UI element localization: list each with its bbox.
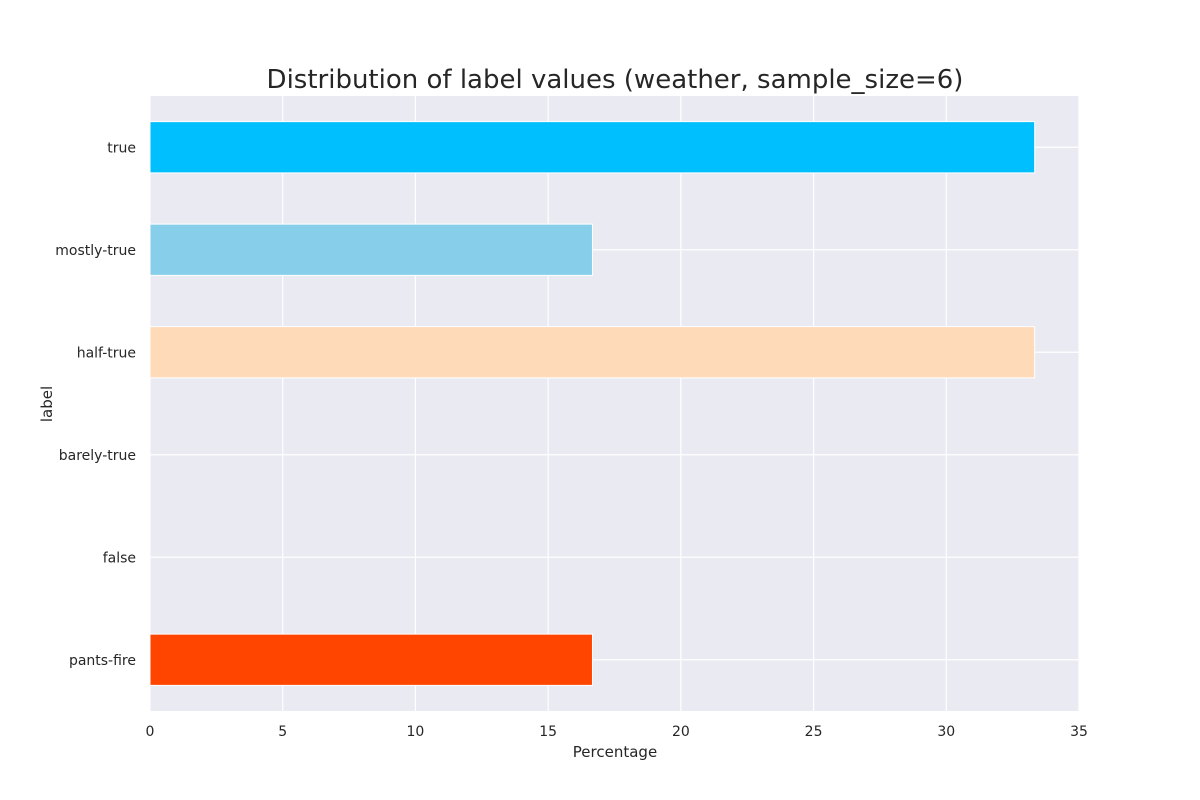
y-tick-labels: true mostly-true half-true barely-true false… — [55, 140, 136, 669]
x-tick-label: 5 — [278, 724, 287, 740]
bar-mostly-true — [149, 223, 593, 276]
y-tick-label: half-true — [77, 345, 136, 361]
x-tick-label: 0 — [146, 724, 155, 740]
x-tick-label: 30 — [937, 724, 955, 740]
bar-half-true — [149, 326, 1036, 379]
bars — [149, 121, 1036, 686]
x-tick-label: 15 — [539, 724, 557, 740]
x-tick-label: 25 — [805, 724, 823, 740]
y-tick-label: true — [107, 140, 136, 156]
plot-area — [150, 96, 1079, 711]
x-tick-label: 10 — [407, 724, 425, 740]
x-axis-label: Percentage — [573, 743, 657, 761]
x-tick-label: 20 — [672, 724, 690, 740]
y-tick-label: pants-fire — [69, 653, 136, 669]
x-tick-label: 35 — [1070, 724, 1088, 740]
bar-pants-fire — [149, 633, 593, 686]
y-axis-label: label — [38, 386, 56, 422]
bar-true — [149, 121, 1036, 174]
y-tick-label: barely-true — [59, 448, 136, 464]
y-tick-label: false — [103, 550, 136, 566]
x-tick-labels: 0 5 10 15 20 25 30 35 — [146, 724, 1088, 740]
y-tick-label: mostly-true — [55, 243, 136, 259]
chart-title: Distribution of label values (weather, s… — [267, 65, 964, 95]
